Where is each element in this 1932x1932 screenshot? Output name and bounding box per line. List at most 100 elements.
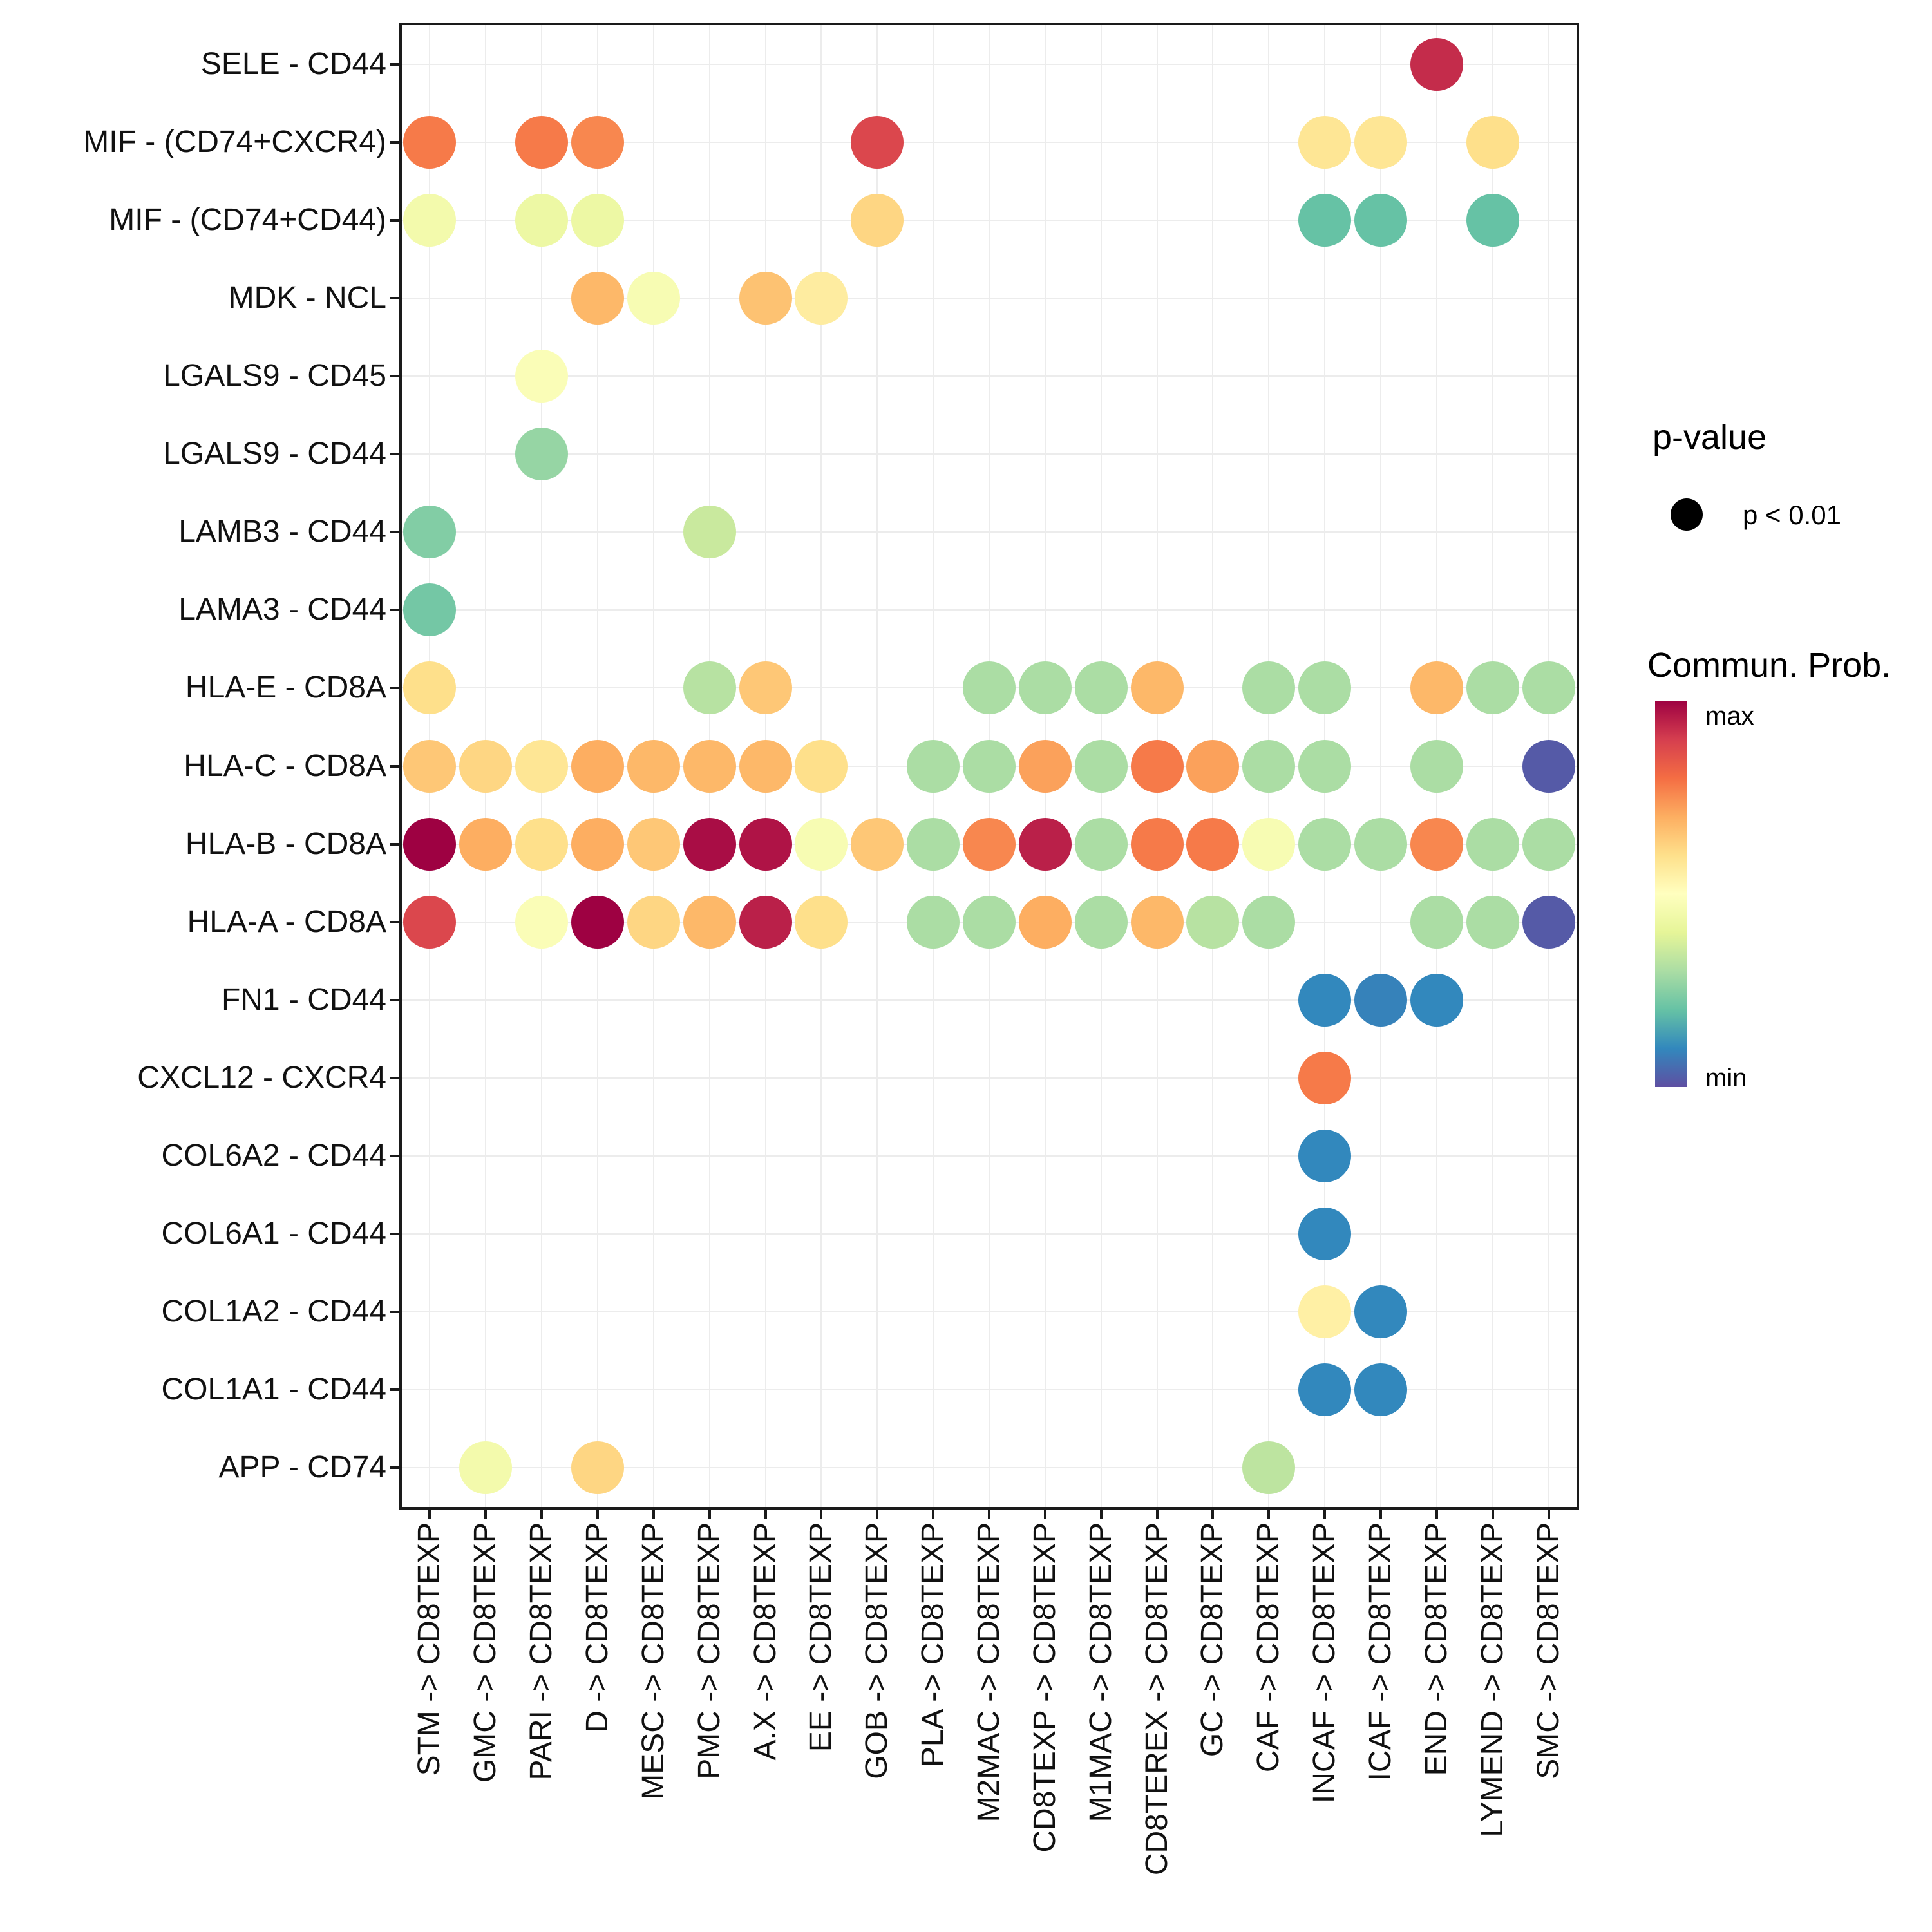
- data-dot: [571, 115, 624, 169]
- data-dot: [683, 739, 736, 793]
- data-dot: [1466, 193, 1519, 247]
- x-axis-tick: [708, 1507, 711, 1519]
- data-dot: [1354, 1285, 1407, 1339]
- data-dot: [1074, 817, 1128, 871]
- data-dot: [683, 506, 736, 559]
- y-axis-label: SELE - CD44: [200, 46, 386, 81]
- gridline-horizontal: [402, 141, 1577, 143]
- y-axis-label: LAMA3 - CD44: [178, 592, 386, 627]
- data-dot: [1298, 1285, 1352, 1339]
- data-dot: [571, 895, 624, 949]
- data-dot: [683, 817, 736, 871]
- x-axis-tick: [540, 1507, 544, 1519]
- data-dot: [515, 428, 569, 481]
- colorbar-gradient: [1655, 701, 1687, 1087]
- y-axis-label: MIF - (CD74+CXCR4): [83, 124, 386, 159]
- gridline-horizontal: [402, 63, 1577, 65]
- data-dot: [1354, 1363, 1407, 1417]
- data-dot: [1522, 895, 1575, 949]
- gridline-horizontal: [402, 453, 1577, 455]
- data-dot: [739, 739, 792, 793]
- data-dot: [1410, 973, 1463, 1027]
- x-axis-label: ICAF -> CD8TEXP: [1363, 1522, 1397, 1781]
- data-dot: [571, 1441, 624, 1495]
- data-dot: [963, 895, 1016, 949]
- y-axis-label: LGALS9 - CD45: [163, 358, 386, 393]
- data-dot: [1298, 661, 1352, 715]
- y-axis-label: COL6A1 - CD44: [161, 1217, 386, 1251]
- y-axis-tick: [390, 531, 402, 534]
- data-dot: [1018, 739, 1072, 793]
- data-dot: [1018, 817, 1072, 871]
- y-axis-tick: [390, 842, 402, 846]
- gridline-horizontal: [402, 219, 1577, 221]
- x-axis-tick: [652, 1507, 655, 1519]
- data-dot: [1298, 115, 1352, 169]
- data-dot: [1018, 895, 1072, 949]
- x-axis-tick: [1379, 1507, 1382, 1519]
- data-dot: [1466, 115, 1519, 169]
- y-axis-label: LGALS9 - CD44: [163, 437, 386, 471]
- data-dot: [1186, 739, 1240, 793]
- y-axis-tick: [390, 998, 402, 1001]
- data-dot: [1298, 1208, 1352, 1261]
- data-dot: [1410, 739, 1463, 793]
- y-axis-label: HLA-C - CD8A: [184, 748, 386, 783]
- y-axis-label: HLA-E - CD8A: [185, 670, 386, 705]
- x-axis-label: M2MAC -> CD8TEXP: [972, 1522, 1006, 1823]
- y-axis-tick: [390, 764, 402, 768]
- data-dot: [1130, 739, 1184, 793]
- x-axis-label: STM -> CD8TEXP: [412, 1522, 447, 1776]
- pvalue-legend-title: p-value: [1653, 418, 1767, 457]
- data-dot: [683, 895, 736, 949]
- data-dot: [1242, 1441, 1296, 1495]
- data-dot: [1354, 193, 1407, 247]
- data-dot: [851, 115, 904, 169]
- y-axis-tick: [390, 920, 402, 923]
- data-dot: [515, 193, 569, 247]
- data-dot: [1242, 895, 1296, 949]
- x-axis-label: LYMEND -> CD8TEXP: [1475, 1522, 1510, 1837]
- data-dot: [403, 193, 457, 247]
- x-axis-label: CD8TEXP -> CD8TEXP: [1027, 1522, 1062, 1853]
- data-dot: [1298, 817, 1352, 871]
- gridline-horizontal: [402, 531, 1577, 533]
- y-axis-label: FN1 - CD44: [221, 982, 386, 1017]
- gridline-horizontal: [402, 999, 1577, 1001]
- data-dot: [1242, 817, 1296, 871]
- x-axis-label: CAF -> CD8TEXP: [1251, 1522, 1286, 1773]
- data-dot: [1466, 895, 1519, 949]
- x-axis-tick: [1155, 1507, 1159, 1519]
- x-axis-label: SMC -> CD8TEXP: [1531, 1522, 1566, 1779]
- data-dot: [1130, 817, 1184, 871]
- y-axis-label: COL1A1 - CD44: [161, 1372, 386, 1407]
- y-axis-tick: [390, 140, 402, 144]
- data-dot: [1410, 817, 1463, 871]
- x-axis-tick: [764, 1507, 767, 1519]
- y-axis-label: MIF - (CD74+CD44): [109, 202, 386, 237]
- data-dot: [963, 739, 1016, 793]
- data-dot: [1522, 739, 1575, 793]
- data-dot: [1242, 661, 1296, 715]
- x-axis-label: GMC -> CD8TEXP: [468, 1522, 503, 1783]
- data-dot: [571, 739, 624, 793]
- y-axis-tick: [390, 1076, 402, 1079]
- data-dot: [851, 193, 904, 247]
- y-axis-tick: [390, 453, 402, 456]
- data-dot: [1522, 661, 1575, 715]
- data-dot: [1466, 817, 1519, 871]
- data-dot: [1186, 895, 1240, 949]
- data-dot: [1298, 739, 1352, 793]
- x-axis-tick: [1547, 1507, 1550, 1519]
- colorbar-min-label: min: [1705, 1064, 1747, 1092]
- data-dot: [515, 349, 569, 402]
- x-axis-label: CD8TEREX -> CD8TEXP: [1139, 1522, 1174, 1876]
- y-axis-label: APP - CD74: [218, 1450, 386, 1485]
- data-dot: [627, 271, 680, 325]
- y-axis-label: LAMB3 - CD44: [178, 515, 386, 549]
- data-dot: [403, 115, 457, 169]
- x-axis-label: END -> CD8TEXP: [1419, 1522, 1454, 1776]
- data-dot: [571, 817, 624, 871]
- y-axis-tick: [390, 374, 402, 377]
